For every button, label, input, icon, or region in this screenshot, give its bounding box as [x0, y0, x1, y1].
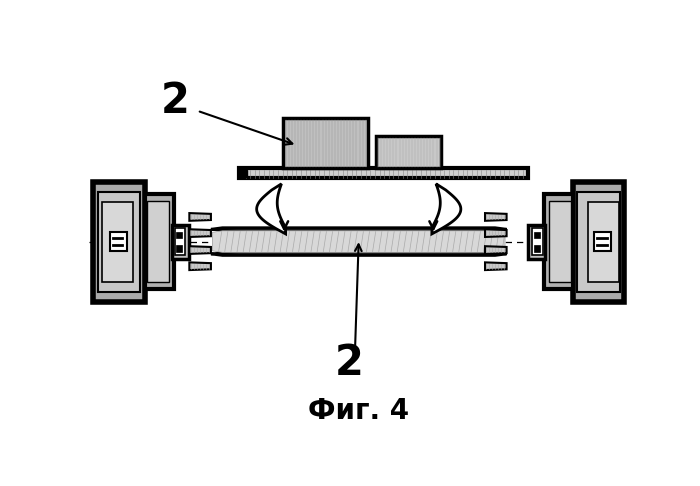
Polygon shape: [257, 184, 286, 234]
Text: 2: 2: [161, 81, 190, 122]
Bar: [532, 228, 542, 255]
Bar: [239, 169, 528, 178]
Polygon shape: [189, 229, 211, 237]
Bar: [102, 202, 133, 281]
Bar: [588, 202, 619, 281]
Bar: [578, 191, 620, 292]
Text: 2: 2: [335, 342, 364, 384]
Polygon shape: [432, 184, 461, 234]
Bar: [147, 201, 169, 282]
Bar: [239, 170, 247, 177]
Bar: [176, 245, 183, 252]
Bar: [528, 225, 545, 259]
Bar: [594, 232, 611, 251]
Polygon shape: [189, 262, 211, 270]
Polygon shape: [485, 213, 507, 221]
Polygon shape: [189, 213, 211, 221]
Bar: [176, 231, 183, 238]
Bar: [175, 228, 186, 255]
Polygon shape: [212, 231, 505, 252]
Bar: [543, 194, 573, 289]
Polygon shape: [189, 246, 211, 254]
Bar: [573, 181, 624, 302]
Bar: [93, 181, 145, 302]
Bar: [376, 136, 441, 169]
Bar: [172, 225, 189, 259]
Polygon shape: [211, 228, 507, 256]
Text: Фиг. 4: Фиг. 4: [308, 397, 410, 425]
Polygon shape: [485, 262, 507, 270]
Bar: [533, 231, 540, 238]
Bar: [145, 194, 174, 289]
Polygon shape: [485, 246, 507, 254]
Polygon shape: [485, 229, 507, 237]
Bar: [110, 232, 127, 251]
Bar: [284, 119, 368, 169]
Bar: [533, 245, 540, 252]
Bar: [549, 201, 570, 282]
Bar: [98, 191, 140, 292]
